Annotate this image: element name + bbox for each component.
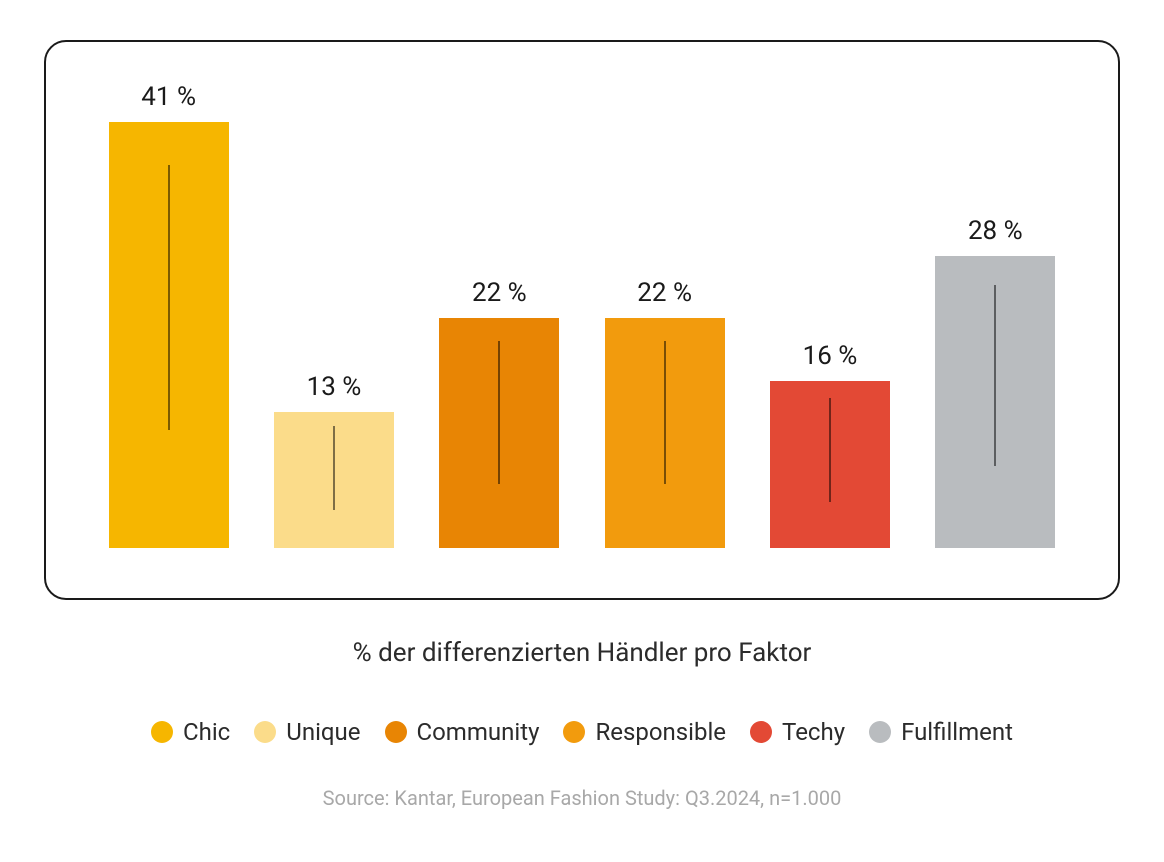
legend-label: Community xyxy=(417,718,540,746)
chart-plot-area: 41 % 13 % 22 % 22 % xyxy=(106,82,1058,548)
legend-item-chic: Chic xyxy=(151,718,230,746)
chart-legend: Chic Unique Community Responsible Techy … xyxy=(44,718,1120,746)
chart-canvas: 41 % 13 % 22 % 22 % xyxy=(0,0,1164,862)
bar-error-line xyxy=(168,165,169,430)
legend-item-techy: Techy xyxy=(750,718,845,746)
legend-item-unique: Unique xyxy=(254,718,360,746)
legend-dot-icon xyxy=(563,721,585,743)
chart-subtitle: % der differenzierten Händler pro Faktor xyxy=(44,638,1120,668)
bar-value-label: 16 % xyxy=(803,341,858,371)
bar-slot-techy: 16 % xyxy=(767,82,892,548)
legend-item-community: Community xyxy=(385,718,540,746)
legend-item-responsible: Responsible xyxy=(563,718,726,746)
legend-dot-icon xyxy=(869,721,891,743)
legend-label: Unique xyxy=(286,718,360,746)
bar-value-label: 13 % xyxy=(307,372,362,402)
bar-fulfillment xyxy=(935,256,1055,548)
bar-slot-chic: 41 % xyxy=(106,82,231,548)
bar-slot-unique: 13 % xyxy=(271,82,396,548)
bar-error-line xyxy=(499,341,500,484)
bar-chic xyxy=(109,122,229,548)
legend-dot-icon xyxy=(254,721,276,743)
bar-error-line xyxy=(829,398,830,502)
bar-value-label: 22 % xyxy=(472,278,527,308)
source-attribution: Source: Kantar, European Fashion Study: … xyxy=(44,786,1120,810)
bar-value-label: 22 % xyxy=(637,278,692,308)
legend-label: Responsible xyxy=(595,718,726,746)
bar-error-line xyxy=(664,341,665,484)
bar-error-line xyxy=(995,285,996,466)
bar-slot-community: 22 % xyxy=(437,82,562,548)
chart-frame: 41 % 13 % 22 % 22 % xyxy=(44,40,1120,600)
bar-techy xyxy=(770,381,890,548)
bar-slot-responsible: 22 % xyxy=(602,82,727,548)
bar-unique xyxy=(274,412,394,548)
bar-slot-fulfillment: 28 % xyxy=(933,82,1058,548)
legend-label: Techy xyxy=(782,718,845,746)
legend-label: Chic xyxy=(183,718,230,746)
bar-error-line xyxy=(333,426,334,510)
bar-value-label: 41 % xyxy=(141,82,196,112)
legend-item-fulfillment: Fulfillment xyxy=(869,718,1013,746)
legend-dot-icon xyxy=(750,721,772,743)
legend-dot-icon xyxy=(385,721,407,743)
legend-dot-icon xyxy=(151,721,173,743)
bar-responsible xyxy=(605,318,725,548)
bar-value-label: 28 % xyxy=(968,216,1023,246)
legend-label: Fulfillment xyxy=(901,718,1013,746)
bar-community xyxy=(439,318,559,548)
